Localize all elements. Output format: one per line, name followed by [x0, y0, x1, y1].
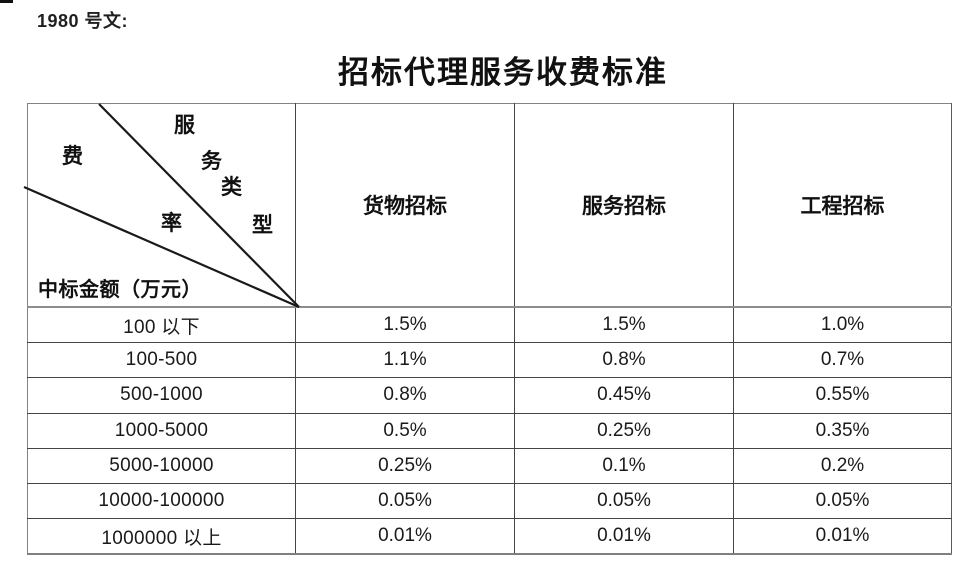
column-header-engineering: 工程招标	[733, 103, 952, 308]
table-row: 10000-100000 0.05% 0.05% 0.05%	[27, 482, 952, 520]
corner-label-rate-char: 费	[62, 144, 83, 168]
fee-value-cell: 0.2%	[733, 447, 952, 484]
corner-label-service-char: 类	[221, 175, 242, 199]
fee-value-cell: 0.1%	[514, 447, 734, 484]
column-header-goods: 货物招标	[295, 103, 515, 308]
row-label-cell: 100-500	[27, 342, 296, 379]
corner-header-cell: 服 务 类 型 费 率 中标金额（万元）	[23, 103, 300, 309]
row-label-cell: 1000000 以上	[27, 518, 296, 556]
fee-value-cell: 0.05%	[295, 482, 515, 520]
table-row: 100 以下 1.5% 1.5% 1.0%	[27, 306, 952, 344]
page-title: 招标代理服务收费标准	[338, 55, 668, 90]
fee-value-cell: 0.45%	[514, 377, 734, 414]
fee-value-cell: 0.55%	[733, 377, 952, 414]
corner-label-rate-char: 率	[161, 211, 182, 235]
row-label-cell: 100 以下	[27, 306, 296, 344]
corner-label-service-char: 服	[174, 113, 195, 137]
row-label-cell: 5000-10000	[27, 447, 296, 484]
table-row: 5000-10000 0.25% 0.1% 0.2%	[27, 447, 952, 484]
row-label-cell: 10000-100000	[27, 482, 296, 520]
header-row: 服 务 类 型 费 率 中标金额（万元） 货物招标 服务招标 工程招标	[23, 103, 952, 309]
fee-value-cell: 1.5%	[514, 306, 734, 344]
document-number-label: 1980 号文:	[37, 11, 129, 31]
fee-value-cell: 1.0%	[733, 306, 952, 344]
row-label-cell: 500-1000	[27, 377, 296, 414]
table-row: 100-500 1.1% 0.8% 0.7%	[27, 342, 952, 379]
fee-value-cell: 0.01%	[514, 518, 734, 556]
corner-label-service-char: 型	[252, 213, 273, 237]
fee-value-cell: 1.5%	[295, 306, 515, 344]
fee-standard-table: 服 务 类 型 费 率 中标金额（万元） 货物招标 服务招标 工程招标 100 …	[23, 103, 952, 556]
fee-value-cell: 1.1%	[295, 342, 515, 379]
row-label-cell: 1000-5000	[27, 412, 296, 449]
diagonal-divider-lines	[23, 103, 300, 309]
fee-value-cell: 0.35%	[733, 412, 952, 449]
fee-value-cell: 0.8%	[295, 377, 515, 414]
fee-value-cell: 0.01%	[295, 518, 515, 556]
fee-value-cell: 0.5%	[295, 412, 515, 449]
fee-value-cell: 0.7%	[733, 342, 952, 379]
fee-value-cell: 0.25%	[295, 447, 515, 484]
corner-label-service-char: 务	[201, 149, 222, 173]
table-row: 1000000 以上 0.01% 0.01% 0.01%	[27, 518, 952, 556]
table-row: 500-1000 0.8% 0.45% 0.55%	[27, 377, 952, 414]
corner-label-amount: 中标金额（万元）	[38, 279, 202, 301]
fee-value-cell: 0.05%	[514, 482, 734, 520]
fee-value-cell: 0.25%	[514, 412, 734, 449]
fee-value-cell: 0.01%	[733, 518, 952, 556]
table-row: 1000-5000 0.5% 0.25% 0.35%	[27, 412, 952, 449]
page-corner-artifact	[0, 0, 13, 3]
fee-value-cell: 0.05%	[733, 482, 952, 520]
column-header-services: 服务招标	[514, 103, 734, 308]
fee-value-cell: 0.8%	[514, 342, 734, 379]
